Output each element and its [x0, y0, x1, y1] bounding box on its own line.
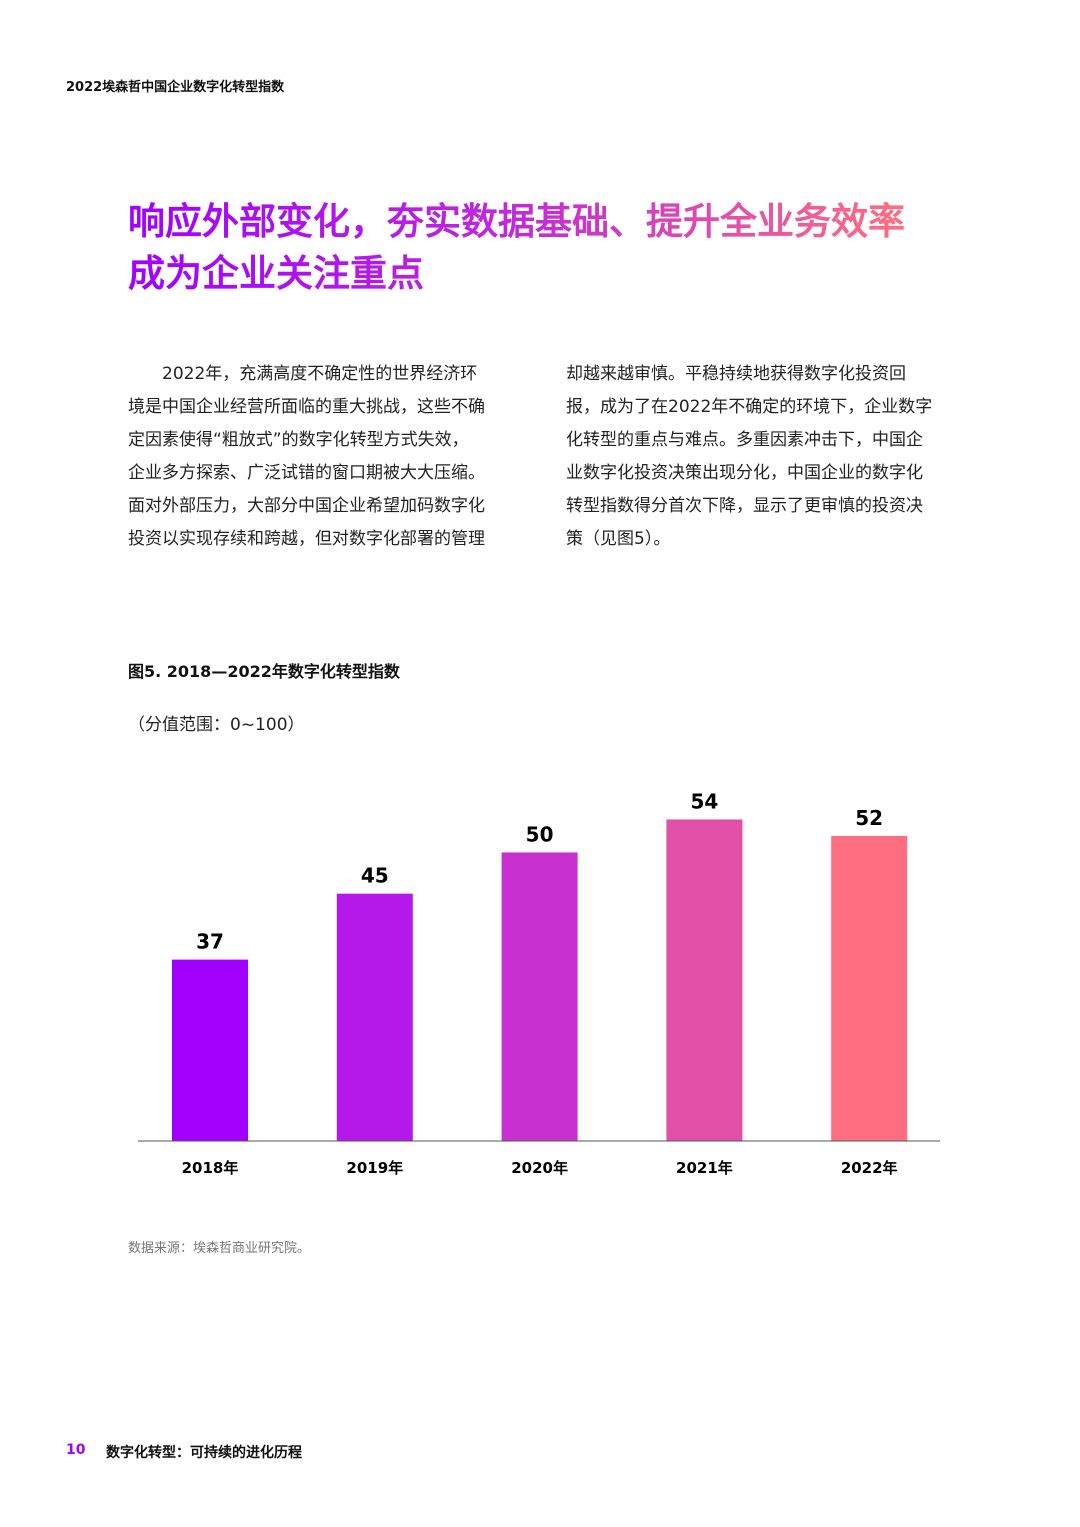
- x-tick-label: 2018年: [182, 1159, 239, 1177]
- body-line: 境是中国企业经营所面临的重大挑战，这些不确: [128, 397, 485, 417]
- x-tick-label: 2019年: [346, 1159, 403, 1177]
- source: 数据来源：埃森哲商业研究院。: [128, 1241, 311, 1256]
- headline-line: 成为企业关注重点: [128, 252, 424, 295]
- bar: [831, 835, 908, 1141]
- bar: [172, 959, 248, 1141]
- chart: 37 2018年 45 2019年 50 2020年 54 2021年 52 2022年: [138, 789, 940, 1177]
- body-line: 业数字化投资决策出现分化，中国企业的数字化: [566, 463, 923, 483]
- footer-title: 数字化转型：可持续的进化历程: [106, 1445, 302, 1461]
- chart-title: 图5. 2018—2022年数字化转型指数: [128, 662, 400, 681]
- body-line: 定因素使得“粗放式”的数字化转型方式失效，: [128, 430, 469, 450]
- value-label: 54: [690, 789, 718, 813]
- body-line: 面对外部压力，大部分中国企业希望加码数字化: [128, 496, 485, 516]
- bar: [666, 819, 743, 1141]
- body-column: 却越来越审慎。平稳持续地获得数字化投资回报，成为了在2022年不确定的环境下，企…: [566, 358, 956, 556]
- headline: 响应外部变化，夯实数据基础、提升全业务效率 成为企业关注重点: [128, 196, 905, 300]
- body-line: 2022年，充满高度不确定性的世界经济环: [162, 364, 478, 384]
- x-tick-label: 2022年: [841, 1159, 898, 1177]
- body-line: 转型指数得分首次下降，显示了更审慎的投资决: [566, 496, 923, 516]
- value-label: 52: [855, 806, 883, 830]
- chart-subtitle: （分值范围：0~100）: [128, 715, 305, 735]
- body-line: 策（见图5）。: [566, 529, 671, 549]
- body-line: 化转型的重点与难点。多重因素冲击下，中国企: [566, 430, 923, 450]
- body-line: 报，成为了在2022年不确定的环境下，企业数字: [566, 397, 933, 417]
- headline-line: 响应外部变化，夯实数据基础、提升全业务效率: [128, 200, 905, 243]
- body-line: 企业多方探索、广泛试错的窗口期被大大压缩。: [128, 463, 485, 483]
- page-number: 10: [66, 1442, 86, 1458]
- x-tick-label: 2020年: [511, 1159, 568, 1177]
- value-label: 37: [196, 930, 224, 954]
- body-line: 投资以实现存续和跨越，但对数字化部署的管理: [128, 529, 485, 549]
- bar: [336, 893, 413, 1141]
- value-label: 50: [526, 822, 554, 846]
- x-tick-label: 2021年: [676, 1159, 733, 1177]
- bar: [501, 852, 578, 1141]
- body-line: 却越来越审慎。平稳持续地获得数字化投资回: [566, 364, 906, 384]
- header-title: 2022埃森哲中国企业数字化转型指数: [66, 80, 285, 95]
- value-label: 45: [361, 864, 389, 888]
- body-column: 2022年，充满高度不确定性的世界经济环境是中国企业经营所面临的重大挑战，这些不…: [128, 358, 518, 556]
